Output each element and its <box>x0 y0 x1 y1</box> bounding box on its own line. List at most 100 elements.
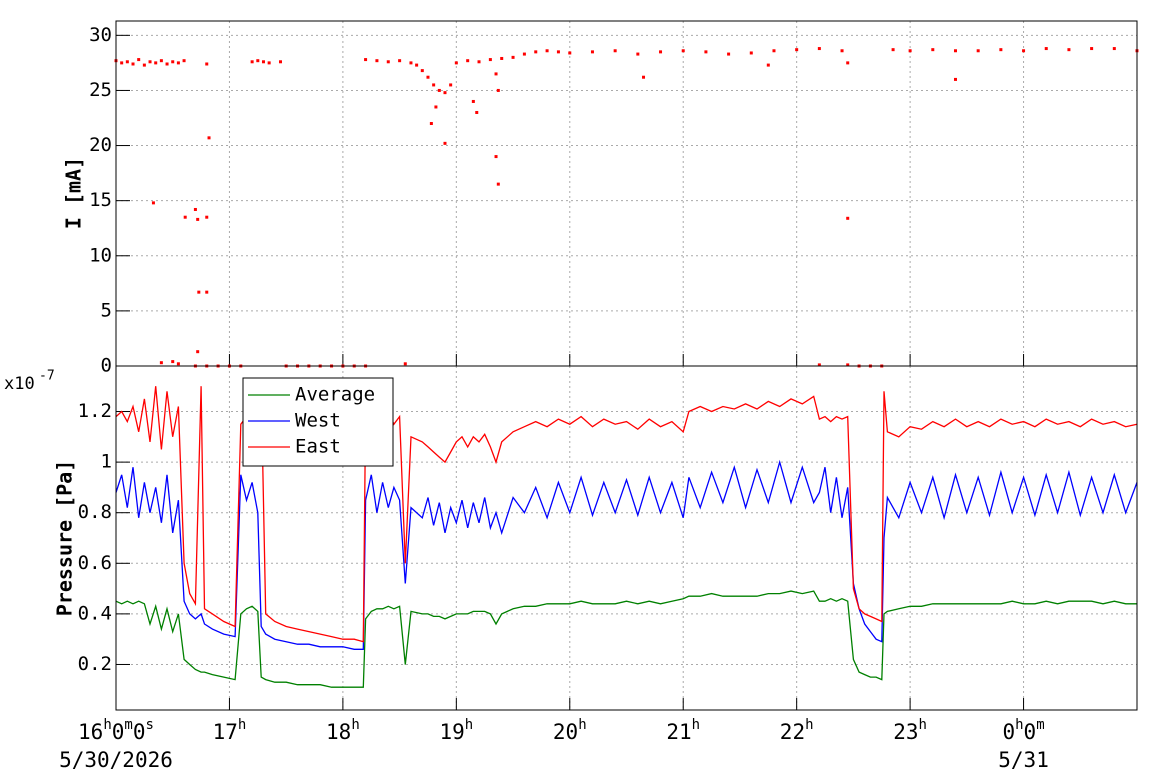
data-point <box>429 122 433 126</box>
data-point <box>278 60 282 64</box>
y-tick-label: 10 <box>89 244 112 266</box>
y-tick-label: 20 <box>89 134 112 156</box>
data-point <box>477 60 481 64</box>
data-point <box>426 75 430 79</box>
y-tick-label: 0.6 <box>78 552 112 574</box>
data-point <box>142 63 146 67</box>
data-point <box>434 105 438 109</box>
data-point <box>846 363 850 367</box>
data-point <box>795 48 799 52</box>
data-point <box>171 60 175 64</box>
data-point <box>171 360 175 364</box>
date-label: 5/30/2026 <box>59 748 173 772</box>
x-tick-label: 21h <box>666 717 700 744</box>
data-point <box>681 49 685 53</box>
data-point <box>1112 47 1116 51</box>
data-point <box>1067 48 1071 52</box>
data-point <box>976 49 980 53</box>
y-multiplier: x10 <box>4 374 35 394</box>
data-point <box>432 83 436 87</box>
y-tick-label: 25 <box>89 79 112 101</box>
data-point <box>137 58 141 62</box>
data-point <box>772 49 776 53</box>
data-point <box>205 62 209 66</box>
y-tick-label: 1.2 <box>78 400 112 422</box>
data-point <box>613 49 617 53</box>
data-point <box>496 182 500 186</box>
y-tick-label: 0.4 <box>78 602 112 624</box>
data-point <box>475 110 479 114</box>
data-point <box>196 217 200 221</box>
y-axis-title: Pressure [Pa] <box>53 460 77 617</box>
data-point <box>534 50 538 54</box>
data-point <box>409 61 413 65</box>
data-point <box>261 60 265 64</box>
x-tick-label: 23h <box>893 717 927 744</box>
data-point <box>931 48 935 52</box>
data-point <box>449 83 453 87</box>
y-tick-label: 30 <box>89 24 112 46</box>
data-point <box>891 48 895 52</box>
bottom-frame <box>115 365 1138 711</box>
legend-label: West <box>295 410 341 432</box>
data-point <box>364 58 368 62</box>
x-tick-label: 22h <box>780 717 814 744</box>
x-tick-label: 16h0m0s <box>78 717 154 744</box>
data-point <box>1022 49 1026 53</box>
y-multiplier-exponent: -7 <box>39 369 55 384</box>
data-point <box>500 56 504 60</box>
data-point <box>131 62 135 66</box>
y-tick-label: 0.2 <box>78 653 112 675</box>
data-point <box>398 59 402 63</box>
data-point <box>193 207 197 211</box>
series-line <box>115 590 1137 688</box>
data-point <box>556 50 560 54</box>
data-point <box>154 61 158 65</box>
data-point <box>846 61 850 65</box>
series-line <box>115 459 1138 650</box>
data-point <box>415 63 419 67</box>
y-axis-title: I [mA] <box>62 157 86 229</box>
data-point <box>494 72 498 76</box>
data-point <box>267 61 271 65</box>
legend-label: East <box>295 436 341 458</box>
data-point <box>403 362 407 366</box>
data-point <box>999 48 1003 52</box>
data-point <box>159 361 163 365</box>
data-point <box>466 59 470 63</box>
data-point <box>159 59 163 63</box>
y-tick-label: 1 <box>101 451 112 473</box>
data-point <box>568 51 572 55</box>
data-point <box>908 49 912 53</box>
data-point <box>727 52 731 56</box>
data-point <box>250 60 254 64</box>
data-point <box>386 60 390 64</box>
data-point <box>749 51 753 55</box>
data-point <box>176 61 180 65</box>
data-point <box>840 49 844 53</box>
data-point <box>165 62 169 66</box>
plot-layer: 16h0m0s 17h 18h 19h 20h 21h 22h 23h 0h0m 5/30/202… <box>59 21 1139 772</box>
data-point <box>642 75 646 79</box>
data-point <box>545 49 549 53</box>
data-point <box>437 88 441 92</box>
date-label: 5/31 <box>998 748 1049 772</box>
data-point <box>125 60 129 64</box>
data-point <box>148 60 152 64</box>
data-point <box>846 216 850 220</box>
data-point <box>817 47 821 51</box>
legend-box <box>242 377 394 467</box>
data-point <box>420 69 424 73</box>
legend: Average West East <box>242 377 394 467</box>
x-tick-label: 17h <box>213 717 247 744</box>
x-tick-label: 18h <box>326 717 360 744</box>
y-tick-label: 15 <box>89 189 112 211</box>
data-point <box>1090 47 1094 51</box>
data-point <box>817 363 821 367</box>
data-point <box>443 91 447 95</box>
data-point <box>590 50 594 54</box>
data-point <box>256 59 260 63</box>
data-point <box>494 155 498 159</box>
